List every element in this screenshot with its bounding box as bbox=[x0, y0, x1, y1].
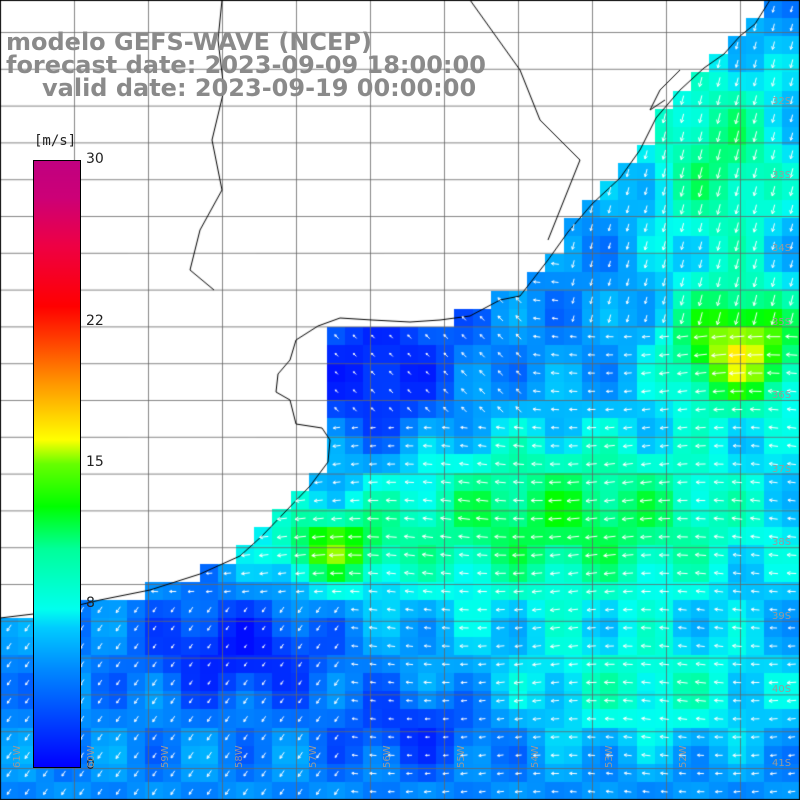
lat-label-40s: 40S bbox=[772, 684, 792, 695]
lon-label-55w: 55W bbox=[456, 745, 467, 768]
colorbar-label-30: 30 bbox=[86, 151, 104, 167]
colorbar-label-0: 0 bbox=[86, 757, 95, 773]
lon-label-60w: 60W bbox=[86, 745, 97, 768]
lon-label-58w: 58W bbox=[234, 745, 245, 768]
lat-label-41s: 41S bbox=[772, 757, 792, 769]
colorbar-label-15: 15 bbox=[86, 454, 104, 470]
lat-label-32s: 32S bbox=[772, 96, 792, 107]
lat-label-39s: 39S bbox=[772, 610, 792, 622]
lon-label-56w: 56W bbox=[382, 745, 393, 768]
lon-label-57w: 57W bbox=[308, 745, 319, 768]
lon-label-54w: 54W bbox=[530, 745, 541, 768]
lat-label-37s: 37S bbox=[772, 463, 792, 475]
lat-label-35s: 35S bbox=[772, 316, 792, 328]
colorbar-label-22: 22 bbox=[86, 312, 104, 329]
lat-label-38s: 38S bbox=[772, 537, 792, 548]
lon-label-59w: 59W bbox=[160, 745, 171, 768]
colorbar-label-8: 8 bbox=[86, 595, 95, 612]
lat-label-36s: 36S bbox=[772, 390, 792, 401]
title-valid-date: valid date: 2023-09-19 00:00:00 bbox=[42, 74, 477, 102]
title-model: modelo GEFS-WAVE (NCEP) bbox=[6, 28, 372, 56]
lat-label-33s: 33S bbox=[772, 169, 792, 181]
colorbar bbox=[33, 160, 81, 768]
title-forecast-date: forecast date: 2023-09-09 18:00:00 bbox=[6, 51, 486, 79]
colorbar-units: [m/s] bbox=[34, 133, 77, 149]
lat-label-34s: 34S bbox=[772, 243, 792, 254]
lon-label-52w: 52W bbox=[678, 745, 689, 768]
lon-label-53w: 53W bbox=[604, 745, 615, 768]
lon-label-61w: 61W bbox=[12, 745, 23, 768]
